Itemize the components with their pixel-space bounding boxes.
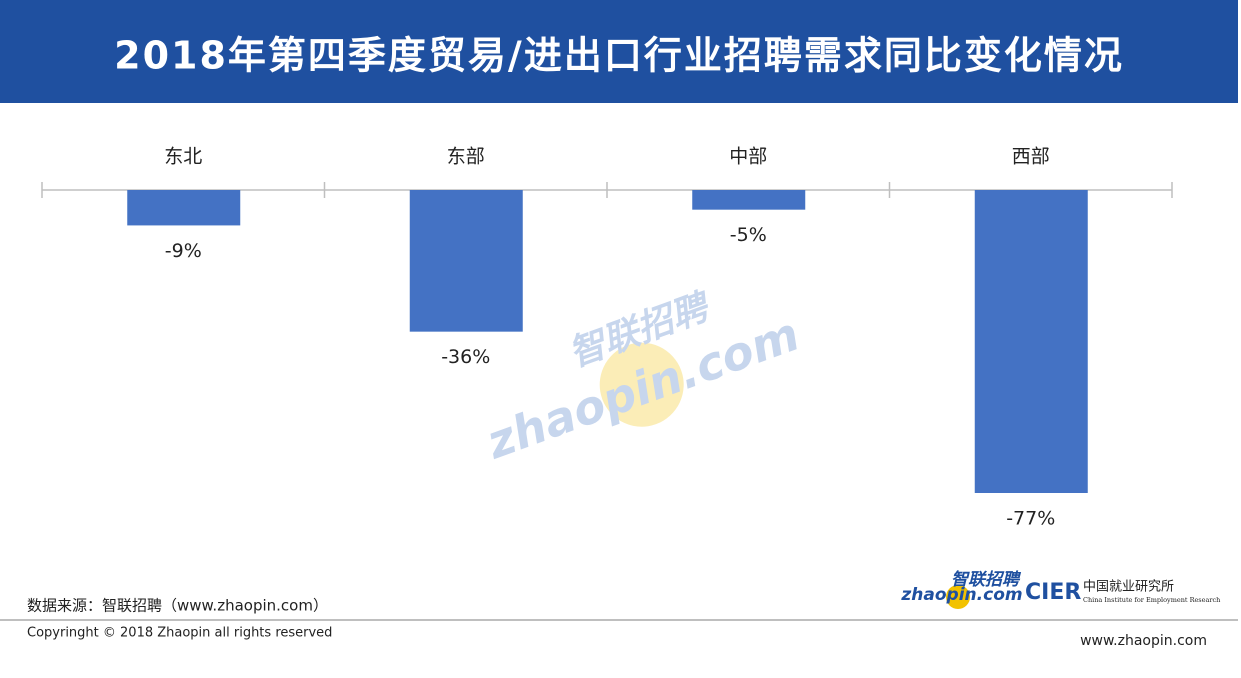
source: 数据来源：智联招聘（www.zhaopin.com） xyxy=(27,597,328,615)
logo-en: zhaopin.com xyxy=(900,585,1022,605)
watermark-circle xyxy=(599,342,684,427)
value-label: -9% xyxy=(165,240,202,262)
logo-cn: 智联招聘 xyxy=(951,570,1022,590)
value-label: -5% xyxy=(730,224,767,246)
bar xyxy=(127,190,241,226)
bar xyxy=(974,190,1088,493)
value-label: -77% xyxy=(1006,508,1055,530)
category-label: 东部 xyxy=(447,146,485,168)
cier-cn: 中国就业研究所 xyxy=(1083,580,1174,595)
chart-title: 2018年第四季度贸易/进出口行业招聘需求同比变化情况 xyxy=(114,34,1124,78)
category-label: 中部 xyxy=(729,146,767,168)
website: www.zhaopin.com xyxy=(1080,633,1207,649)
title-bar xyxy=(0,0,1238,103)
category-label: 东北 xyxy=(164,146,202,168)
logo-dot xyxy=(946,585,970,609)
cier-en: China Institute for Employment Research xyxy=(1083,596,1220,604)
value-label: -36% xyxy=(441,346,490,368)
bar xyxy=(692,190,806,210)
category-label: 西部 xyxy=(1012,146,1050,168)
cier: CIER xyxy=(1025,580,1081,605)
copyright: Copyringht © 2018 Zhaopin all rights res… xyxy=(27,626,332,641)
bar xyxy=(409,190,523,332)
